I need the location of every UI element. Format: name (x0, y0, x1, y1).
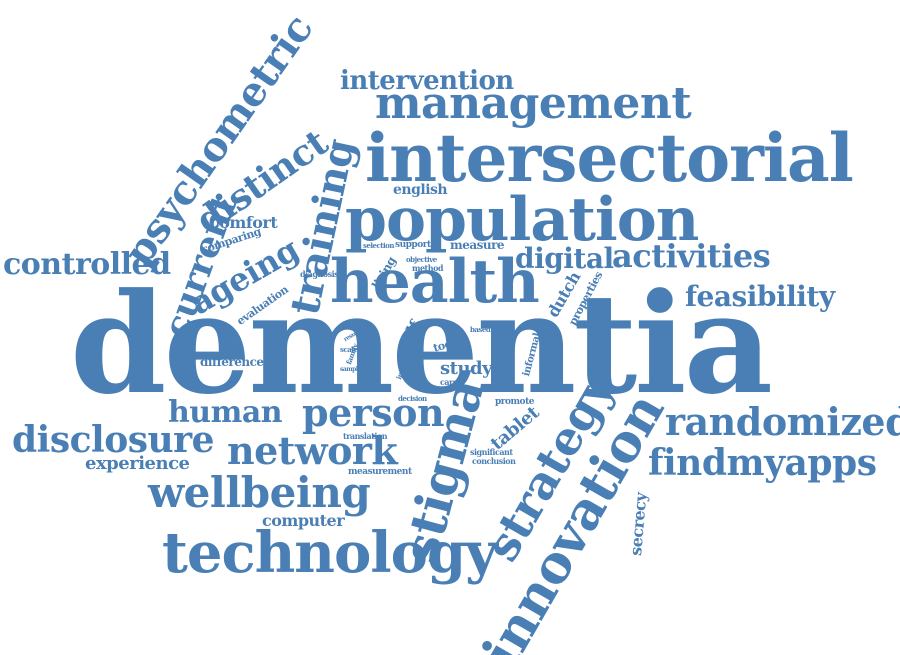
word-conclusion: conclusion (472, 457, 515, 465)
word-difference: difference (200, 356, 264, 368)
word-intervention: intervention (340, 68, 514, 94)
word-randomized: randomized (665, 403, 900, 441)
word-decision: decision (398, 395, 427, 402)
word-support: support (395, 241, 431, 250)
word-secrecy: secrecy (628, 492, 649, 556)
word-objective: objective (406, 256, 437, 263)
word-wellbeing: wellbeing (148, 472, 370, 514)
word-method: method (412, 264, 443, 272)
word-measure: measure (450, 239, 504, 251)
word-translation: translation (343, 432, 387, 440)
word-selection: selection (363, 242, 394, 249)
word-sample: sample (340, 367, 361, 373)
word-digital: digital (515, 245, 614, 273)
word-activities: activities (612, 240, 770, 272)
word-feasibility: feasibility (685, 283, 835, 311)
word-based: based (470, 326, 490, 333)
word-english: english (393, 183, 447, 197)
word-findmyapps: findmyapps (648, 445, 876, 481)
